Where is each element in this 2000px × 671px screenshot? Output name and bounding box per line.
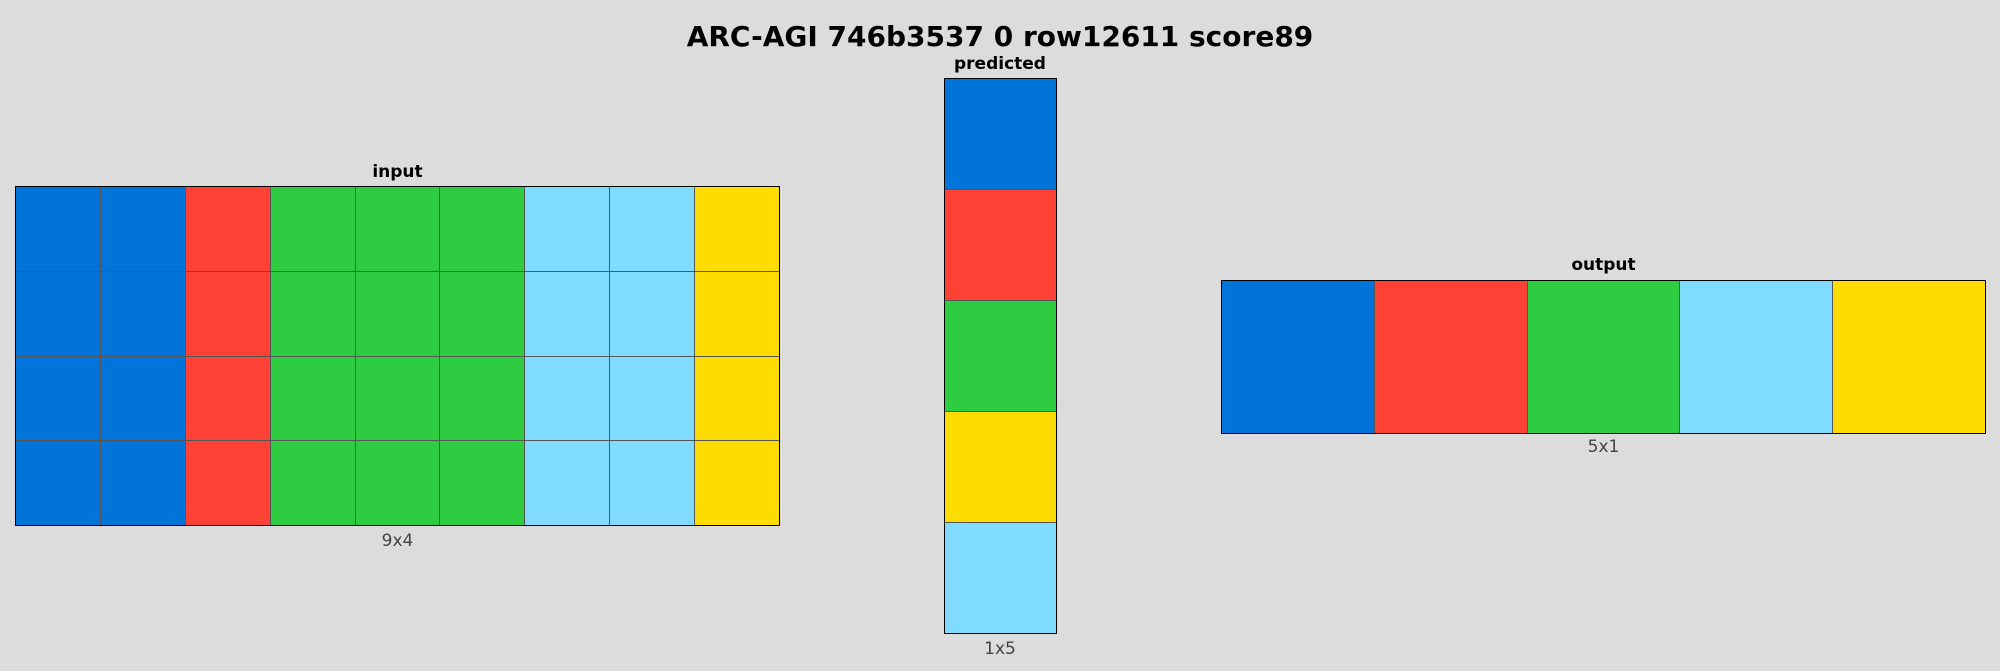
grid-cell [100, 187, 185, 271]
grid-cell [185, 187, 270, 271]
grid-cell [270, 187, 355, 271]
grid-cell [270, 441, 355, 525]
input-grid [15, 186, 780, 526]
grid-cell [16, 356, 100, 441]
grid-cell [16, 271, 100, 356]
input-dimensions-label: 9x4 [381, 531, 414, 551]
page-title: ARC-AGI 746b3537 0 row12611 score89 [686, 20, 1314, 53]
predicted-panel-label: predicted [954, 54, 1046, 74]
grid-cell [16, 187, 100, 271]
output-dimensions-label: 5x1 [1587, 437, 1620, 457]
grid-cell [1374, 281, 1527, 433]
grid-cell [945, 190, 1056, 300]
grid-cell [695, 271, 779, 356]
grid-cell [1527, 281, 1680, 433]
grid-cell [945, 79, 1056, 189]
grid-cell [440, 187, 525, 271]
grid-cell [185, 271, 270, 356]
grid-cell [440, 271, 525, 356]
grid-cell [270, 356, 355, 441]
grid-cell [610, 187, 695, 271]
grid-cell [355, 441, 440, 525]
grid-cell [355, 187, 440, 271]
grid-cell [185, 356, 270, 441]
grid-cell [270, 271, 355, 356]
grid-cell [610, 356, 695, 441]
grid-cell [525, 187, 610, 271]
grid-cell [525, 356, 610, 441]
predicted-dimensions-label: 1x5 [984, 639, 1016, 659]
output-panel-label: output [1571, 255, 1636, 275]
grid-cell [695, 356, 779, 441]
grid-cell [100, 441, 185, 525]
output-grid [1221, 280, 1986, 434]
grid-cell [185, 441, 270, 525]
grid-cell [945, 301, 1056, 411]
grid-cell [525, 271, 610, 356]
predicted-grid [944, 78, 1057, 634]
grid-cell [610, 271, 695, 356]
grid-cell [945, 523, 1056, 633]
grid-cell [1680, 281, 1833, 433]
grid-cell [100, 271, 185, 356]
grid-cell [945, 412, 1056, 522]
grid-cell [695, 441, 779, 525]
input-panel-label: input [372, 162, 423, 182]
grid-cell [1222, 281, 1374, 433]
grid-cell [610, 441, 695, 525]
grid-cell [440, 356, 525, 441]
grid-cell [355, 356, 440, 441]
grid-cell [355, 271, 440, 356]
grid-cell [525, 441, 610, 525]
grid-cell [440, 441, 525, 525]
grid-cell [695, 187, 779, 271]
grid-cell [1833, 281, 1985, 433]
grid-cell [16, 441, 100, 525]
grid-cell [100, 356, 185, 441]
